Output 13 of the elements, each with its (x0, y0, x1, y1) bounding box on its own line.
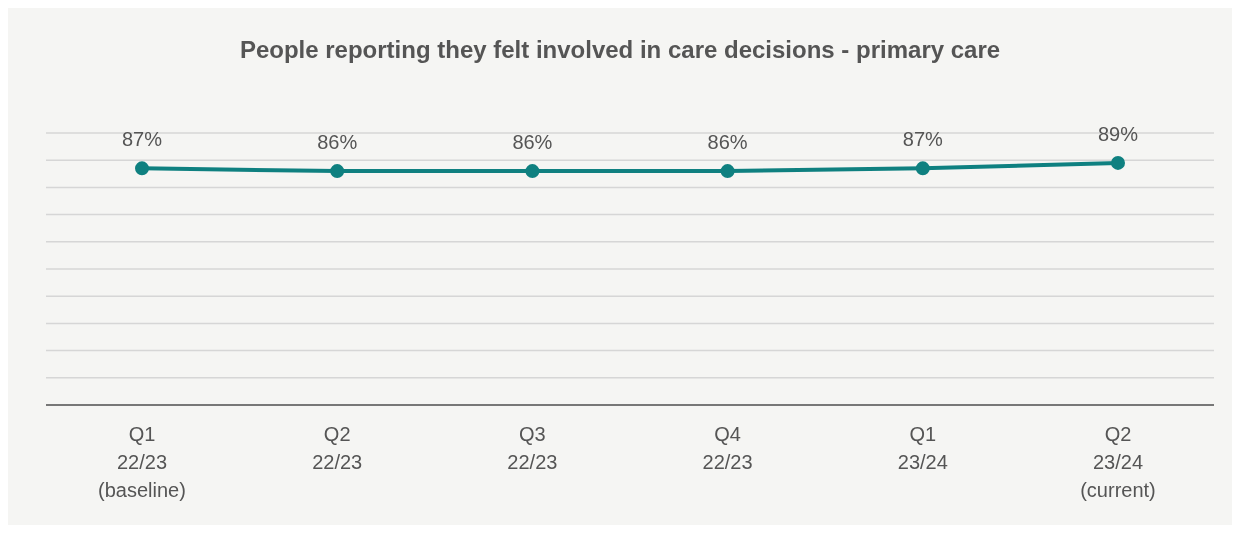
data-label: 87% (121, 128, 163, 151)
x-tick-label: Q2 22/23 (312, 423, 363, 473)
data-label: 86% (317, 131, 358, 154)
data-label: 86% (512, 131, 553, 154)
data-label: 89% (1097, 122, 1139, 145)
x-tick-label: Q3 22/23 (507, 423, 558, 473)
x-tick-label: Q2 23/24 (current) (1080, 423, 1156, 501)
data-label: 86% (707, 131, 748, 154)
x-tick-label: Q1 23/24 (897, 423, 948, 473)
x-tick-label: Q4 22/23 (702, 423, 753, 473)
data-label: 87% (902, 128, 944, 151)
chart-title: People reporting they felt involved in care decisions - primary care (238, 35, 1002, 65)
x-tick-label: Q1 22/23 (baseline) (98, 423, 186, 501)
